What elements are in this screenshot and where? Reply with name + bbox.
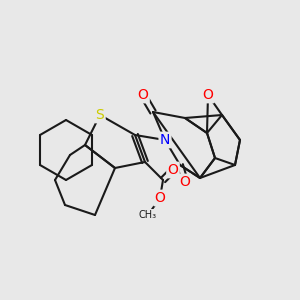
Text: O: O xyxy=(154,191,165,205)
Text: O: O xyxy=(138,88,148,102)
Text: N: N xyxy=(160,133,170,147)
Text: O: O xyxy=(202,88,213,102)
Text: CH₃: CH₃ xyxy=(139,210,157,220)
Text: O: O xyxy=(180,175,190,189)
Text: O: O xyxy=(168,163,178,177)
Text: S: S xyxy=(96,108,104,122)
